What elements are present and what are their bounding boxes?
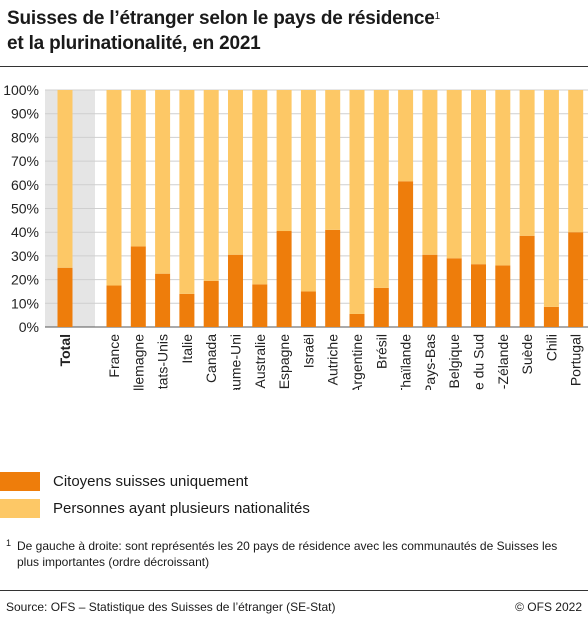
bar-segment-citoyens: [276, 231, 292, 327]
bar-segment-citoyens: [422, 254, 438, 327]
bar-segment-plusieurs: [300, 90, 316, 292]
chart-title: Suisses de l’étranger selon le pays de r…: [7, 6, 582, 56]
x-tick-label: Autriche: [325, 334, 341, 386]
chart-bars: [57, 90, 584, 327]
y-tick-label: 70%: [11, 153, 39, 169]
bar-segment-citoyens: [325, 229, 341, 327]
y-tick-label: 100%: [3, 82, 39, 98]
y-tick-label: 10%: [11, 295, 39, 311]
footnote-text: De gauche à droite: sont représentés les…: [17, 539, 558, 569]
bar-segment-plusieurs: [519, 90, 535, 236]
bar-segment-plusieurs: [325, 90, 341, 230]
source-note: Source: OFS – Statistique des Suisses de…: [6, 600, 336, 614]
legend-label-citoyens: Citoyens suisses uniquement: [53, 473, 249, 490]
x-tick-label: Brésil: [373, 334, 389, 369]
title-footnote-mark: 1: [434, 11, 441, 22]
x-tick-label: Israël: [300, 334, 316, 368]
x-tick-label: Canada: [203, 334, 219, 383]
bar-segment-plusieurs: [276, 90, 292, 232]
bar-segment-citoyens: [373, 287, 389, 327]
x-tick-label: Royaume-Uni: [228, 334, 244, 390]
bottom-divider: [0, 590, 588, 591]
bar-segment-citoyens: [228, 254, 243, 327]
x-tick-label: Chili: [543, 334, 559, 361]
x-tick-label: Belgique: [446, 334, 462, 389]
bar-segment-citoyens: [519, 235, 535, 327]
x-tick-label: Nouvelle-Zélande: [495, 334, 511, 390]
footnote-mark: 1: [6, 538, 12, 548]
x-tick-label: Afrique du Sud: [471, 334, 487, 390]
bar-segment-plusieurs: [495, 90, 511, 266]
bar-segment-plusieurs: [106, 90, 122, 286]
x-tick-label: France: [106, 334, 122, 378]
x-axis-ticks: Total France Allemagne États-Unis Italie Cana…: [57, 334, 584, 390]
legend-item-plusieurs: Personnes ayant plusieurs nationalités: [0, 499, 500, 521]
bar-segment-plusieurs: [543, 90, 559, 307]
y-tick-label: 30%: [11, 248, 39, 264]
x-tick-label: Portugal: [568, 334, 584, 386]
bar-segment-plusieurs: [471, 90, 486, 265]
bar-segment-citoyens: [300, 291, 316, 327]
bar-segment-citoyens: [252, 284, 268, 327]
stacked-bar-chart: 0% 10% 20% 30% 40% 50% 60% 70% 80% 90% 100% Total F…: [3, 82, 588, 390]
legend-item-citoyens: Citoyens suisses uniquement: [0, 472, 500, 494]
bar-segment-citoyens: [130, 246, 146, 327]
bar-segment-citoyens: [57, 267, 73, 327]
x-tick-label: Argentine: [349, 334, 365, 390]
bar-segment-citoyens: [155, 273, 171, 327]
x-tick-label: États-Unis: [155, 334, 171, 390]
x-tick-label: Total: [57, 334, 73, 366]
x-tick-label: Espagne: [276, 334, 292, 389]
bar-segment-citoyens: [543, 306, 559, 327]
x-tick-label: Allemagne: [130, 334, 146, 390]
legend-label-plusieurs: Personnes ayant plusieurs nationalités: [53, 500, 310, 517]
bar-segment-plusieurs: [373, 90, 389, 288]
x-tick-label: Australie: [252, 334, 268, 389]
bar-segment-citoyens: [349, 313, 365, 327]
top-divider: [0, 66, 588, 67]
y-tick-label: 50%: [11, 201, 39, 217]
bar-segment-plusieurs: [568, 90, 584, 233]
bar-segment-plusieurs: [252, 90, 268, 285]
bar-segment-plusieurs: [446, 90, 462, 259]
x-tick-label: Pays-Bas: [422, 334, 438, 390]
bar-segment-plusieurs: [179, 90, 195, 294]
y-tick-label: 80%: [11, 129, 39, 145]
y-tick-label: 0%: [19, 319, 39, 335]
y-axis-ticks: 0% 10% 20% 30% 40% 50% 60% 70% 80% 90% 100%: [3, 82, 39, 335]
bar-segment-citoyens: [495, 265, 511, 327]
x-tick-label: Thaïlande: [398, 334, 414, 390]
bar-segment-plusieurs: [228, 90, 243, 255]
bar-segment-plusieurs: [130, 90, 146, 247]
bar-segment-plusieurs: [57, 90, 73, 268]
legend-swatch-citoyens: [0, 472, 40, 491]
bar-segment-citoyens: [203, 280, 219, 327]
title-line-1: Suisses de l’étranger selon le pays de r…: [7, 8, 435, 29]
y-tick-label: 20%: [11, 272, 39, 288]
bar-segment-plusieurs: [398, 90, 414, 182]
bar-segment-citoyens: [446, 258, 462, 327]
y-tick-label: 90%: [11, 106, 39, 122]
bar-segment-plusieurs: [349, 90, 365, 314]
legend-swatch-plusieurs: [0, 499, 40, 518]
bar-segment-plusieurs: [422, 90, 438, 255]
bar-segment-citoyens: [179, 293, 195, 327]
title-line-2: et la plurinationalité, en 2021: [7, 33, 261, 54]
bar-segment-citoyens: [471, 264, 486, 327]
y-tick-label: 60%: [11, 177, 39, 193]
bar-segment-citoyens: [398, 181, 414, 327]
bar-segment-plusieurs: [203, 90, 219, 281]
y-tick-label: 40%: [11, 224, 39, 240]
bar-segment-plusieurs: [155, 90, 171, 274]
x-tick-label: Suède: [519, 334, 535, 375]
x-tick-label: Italie: [179, 334, 195, 364]
bar-segment-citoyens: [106, 285, 122, 327]
bar-segment-citoyens: [568, 232, 584, 327]
copyright: © OFS 2022: [515, 600, 582, 614]
